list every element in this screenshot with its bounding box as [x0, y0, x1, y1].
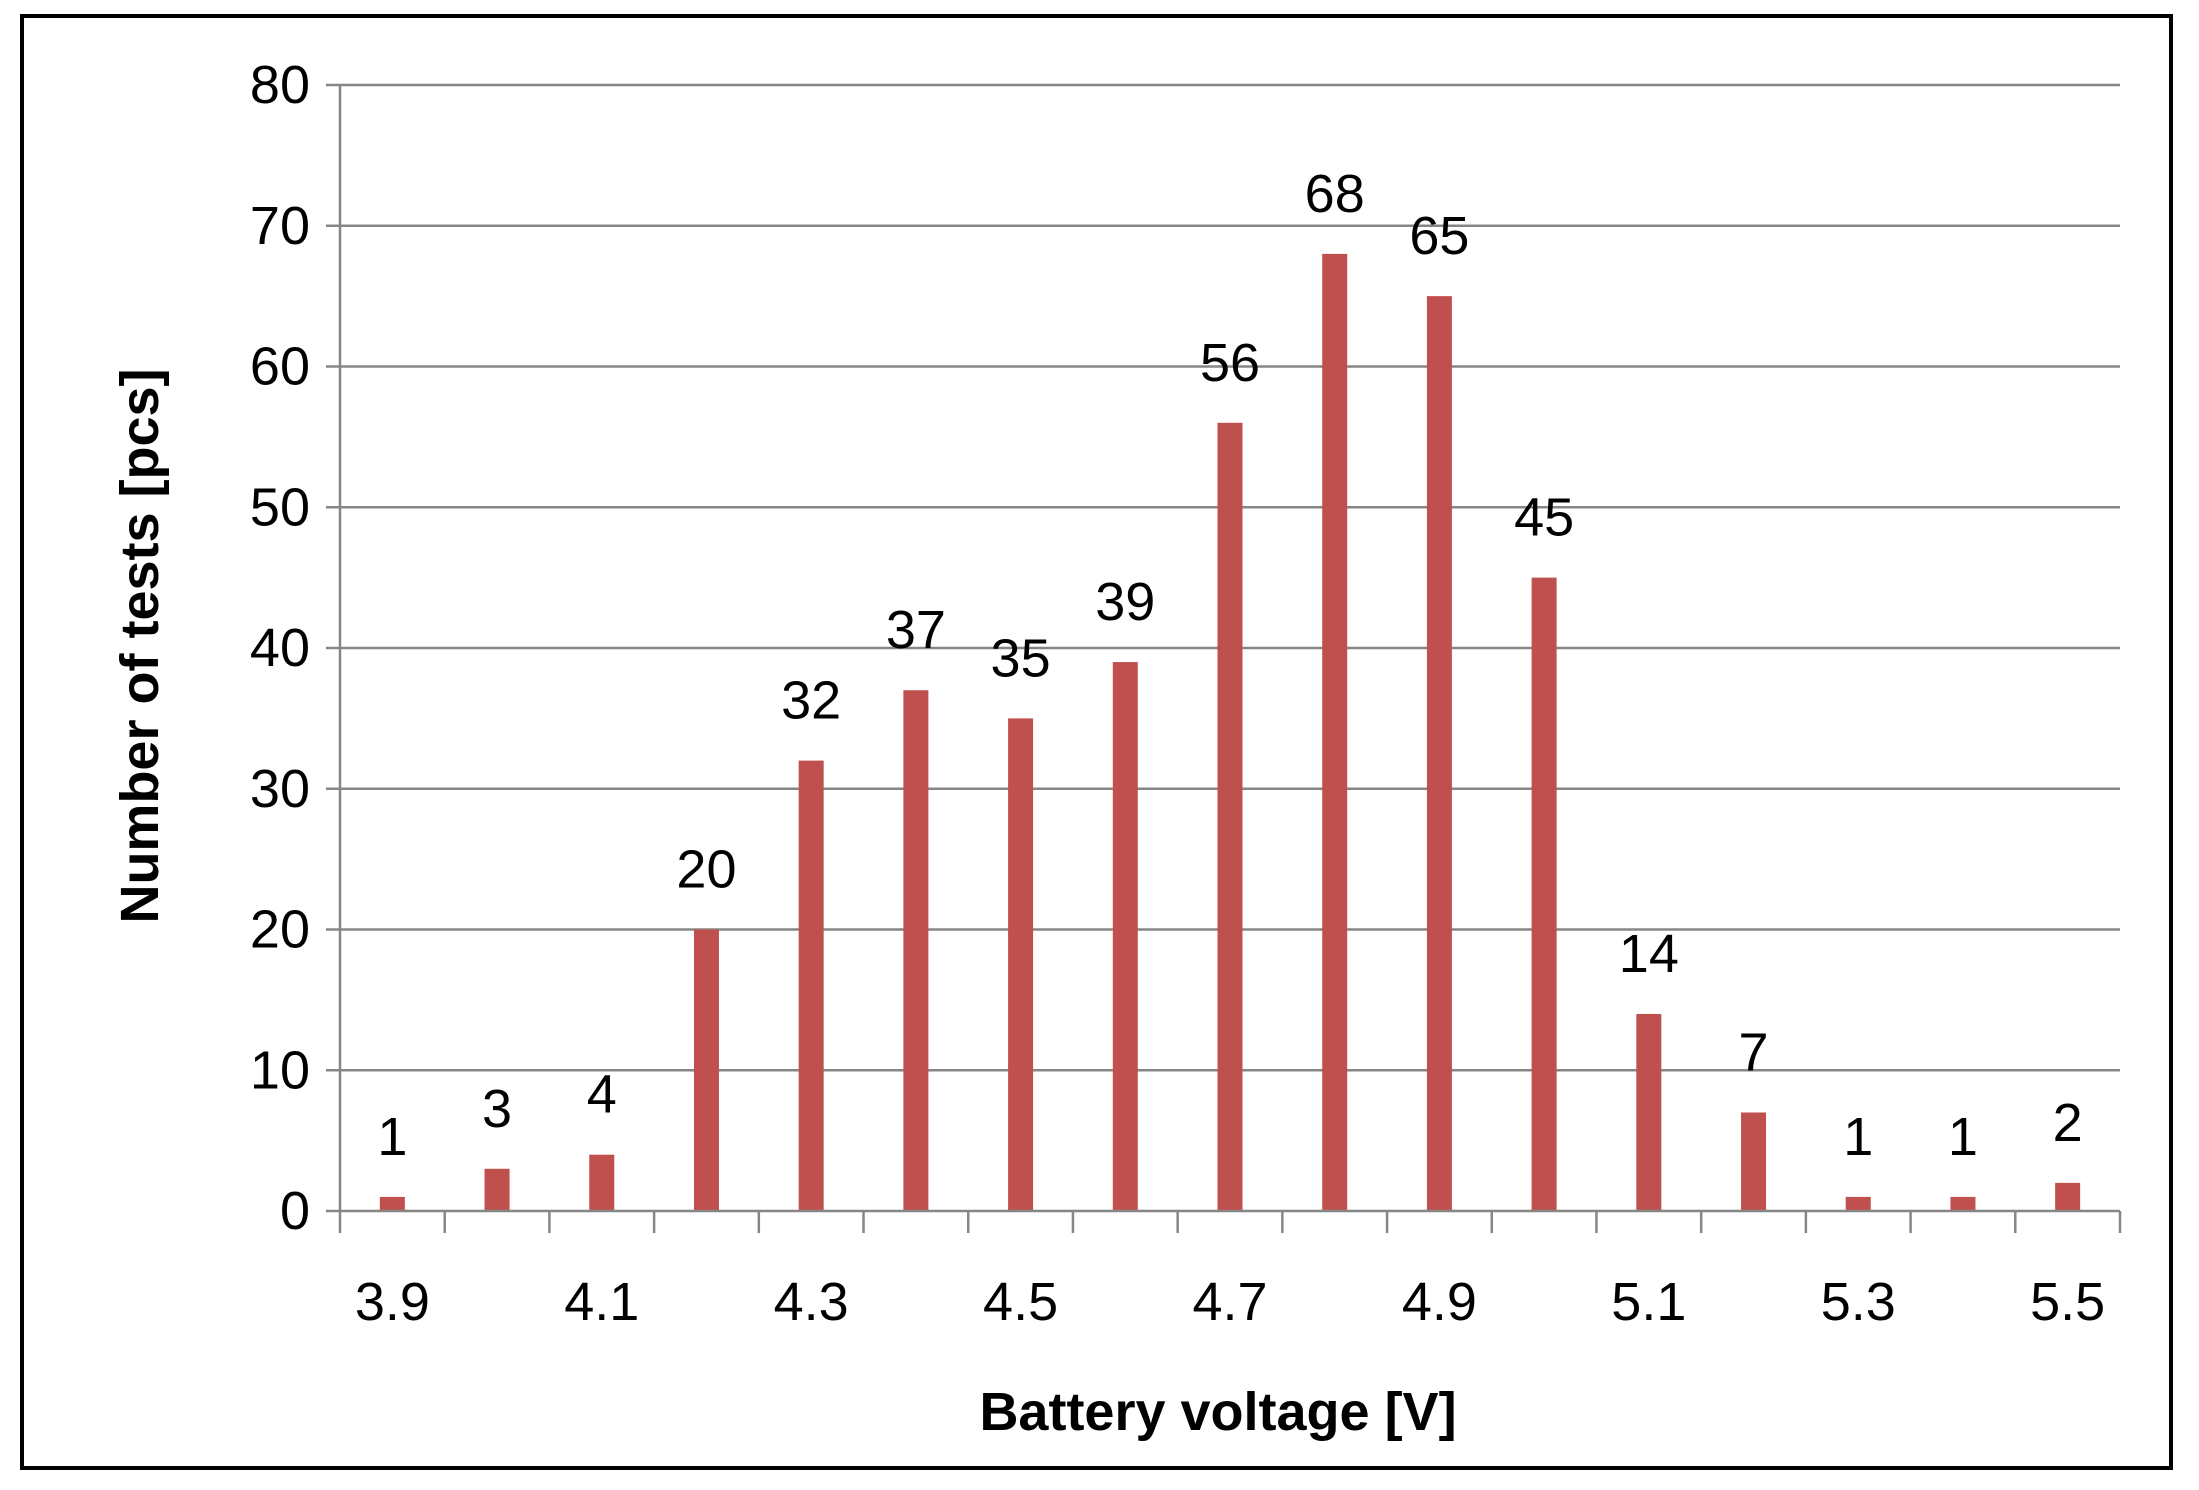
- bar: [1322, 253, 1348, 1211]
- bar: [1636, 1013, 1662, 1211]
- bar: [1845, 1196, 1871, 1211]
- bar: [1217, 422, 1243, 1211]
- x-tick-label: 4.5: [983, 1272, 1058, 1332]
- data-label: 37: [886, 600, 946, 660]
- bar: [1531, 577, 1557, 1211]
- x-axis-title: Battery voltage [V]: [979, 1382, 1456, 1442]
- y-tick-label: 80: [250, 55, 310, 115]
- x-tick-label: 4.3: [774, 1272, 849, 1332]
- data-label: 45: [1514, 488, 1574, 548]
- data-label: 1: [1948, 1107, 1978, 1167]
- data-label: 65: [1409, 206, 1469, 266]
- x-tick-label: 5.1: [1611, 1272, 1686, 1332]
- axes: [326, 83, 2122, 1233]
- data-label: 14: [1619, 924, 1679, 984]
- x-tick-label: 3.9: [355, 1272, 430, 1332]
- y-tick-label: 30: [250, 759, 310, 819]
- bar: [1112, 662, 1138, 1211]
- bar: [1741, 1112, 1767, 1211]
- data-label: 3: [482, 1079, 512, 1139]
- y-tick-label: 20: [250, 900, 310, 960]
- x-tick-label: 5.5: [2030, 1272, 2105, 1332]
- y-tick-label: 70: [250, 196, 310, 256]
- data-labels: 1 3 4 20 32 37 35 39 56 68 65 45 14 7 1 1 2: [377, 164, 2082, 1167]
- data-label: 39: [1095, 572, 1155, 632]
- bar: [798, 760, 824, 1211]
- bar: [1008, 718, 1034, 1211]
- x-tick-label: 4.9: [1402, 1272, 1477, 1332]
- data-label: 1: [1843, 1107, 1873, 1167]
- y-tick-label: 10: [250, 1040, 310, 1100]
- data-label: 7: [1739, 1022, 1769, 1082]
- y-tick-label: 0: [280, 1181, 310, 1241]
- x-tick-label: 5.3: [1821, 1272, 1896, 1332]
- data-label: 4: [587, 1065, 617, 1125]
- chart-frame: [20, 14, 2173, 1470]
- bar: [589, 1154, 615, 1211]
- bar: [903, 690, 929, 1211]
- y-tick-label: 50: [250, 477, 310, 537]
- y-tick-labels: 0 10 20 30 40 50 60 70 80: [250, 55, 310, 1241]
- x-tick-label: 4.7: [1192, 1272, 1267, 1332]
- bar: [379, 1196, 405, 1211]
- data-label: 68: [1305, 164, 1365, 224]
- bar: [1426, 296, 1452, 1211]
- data-label: 56: [1200, 333, 1260, 393]
- bar: [484, 1168, 510, 1211]
- data-label: 1: [377, 1107, 407, 1167]
- y-axis-title: Number of tests [pcs]: [110, 368, 170, 923]
- data-label: 2: [2053, 1093, 2083, 1153]
- data-label: 20: [676, 840, 736, 900]
- y-tick-label: 60: [250, 337, 310, 397]
- data-label: 32: [781, 671, 841, 731]
- data-label: 35: [991, 628, 1051, 688]
- bar: [693, 929, 719, 1211]
- bars: [379, 253, 2081, 1211]
- bar: [1950, 1196, 1976, 1211]
- x-tick-label: 4.1: [564, 1272, 639, 1332]
- y-tick-label: 40: [250, 618, 310, 678]
- x-tick-labels: 3.9 4.1 4.3 4.5 4.7 4.9 5.1 5.3 5.5: [355, 1272, 2105, 1332]
- bar: [2055, 1182, 2081, 1211]
